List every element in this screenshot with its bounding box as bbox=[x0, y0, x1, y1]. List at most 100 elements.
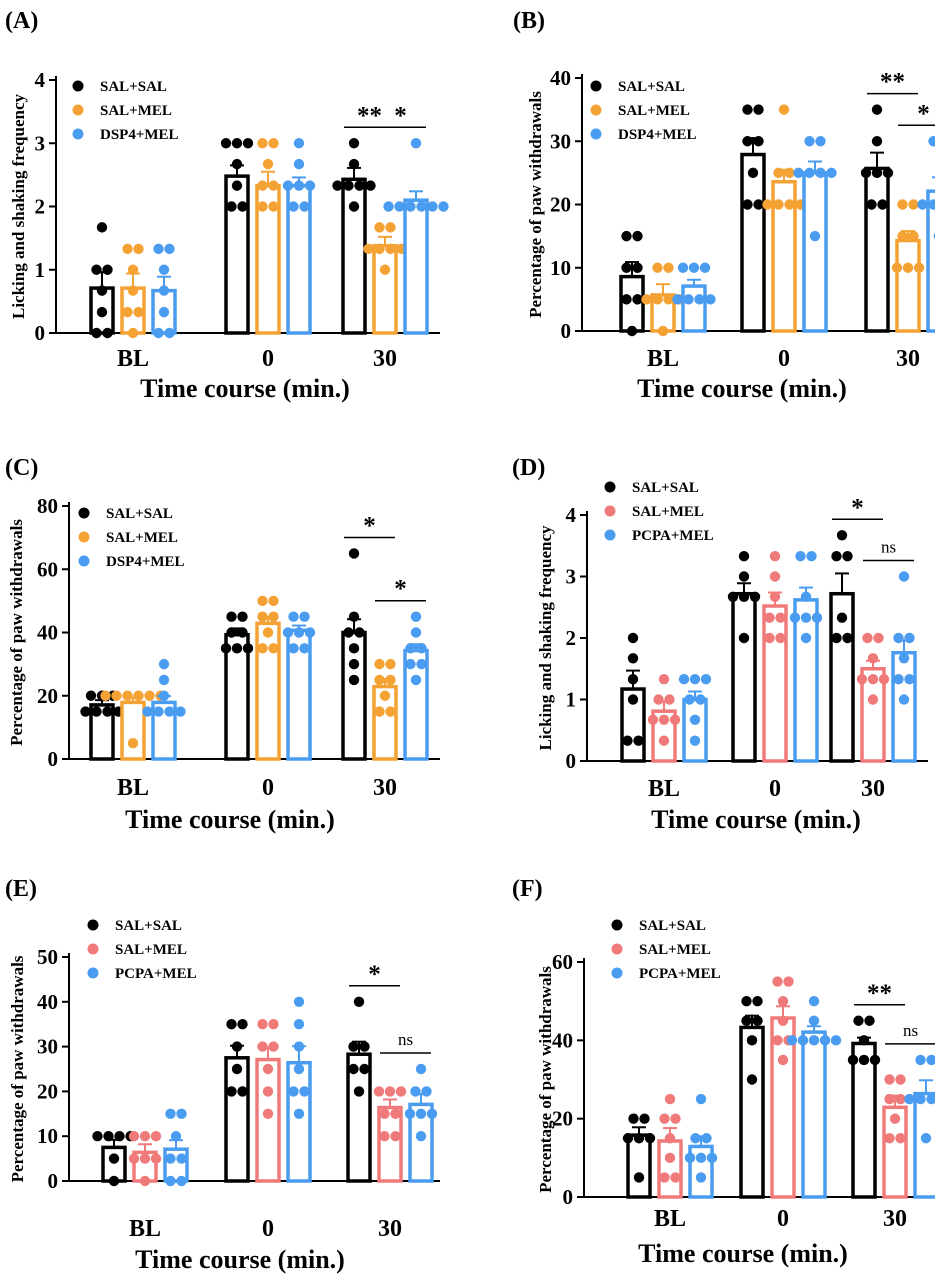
data-point bbox=[262, 627, 274, 638]
data-point bbox=[898, 653, 910, 664]
data-point bbox=[96, 222, 108, 233]
data-point bbox=[895, 1093, 906, 1105]
data-point bbox=[897, 199, 908, 210]
data-point bbox=[293, 996, 305, 1007]
data-point bbox=[777, 995, 789, 1007]
data-point bbox=[819, 1035, 831, 1046]
data-point bbox=[772, 976, 783, 987]
legend-marker bbox=[87, 943, 99, 955]
data-point bbox=[410, 674, 422, 686]
y-tick-label: 0 bbox=[561, 319, 572, 343]
data-point bbox=[282, 180, 294, 191]
y-tick-label: 4 bbox=[566, 503, 577, 527]
data-point bbox=[742, 199, 753, 210]
data-point bbox=[871, 136, 883, 147]
data-point bbox=[421, 1086, 432, 1097]
bar bbox=[913, 1091, 935, 1199]
data-point bbox=[695, 1152, 707, 1164]
data-point bbox=[257, 138, 268, 149]
legend-marker bbox=[604, 505, 616, 517]
data-point bbox=[701, 1133, 712, 1144]
data-point bbox=[96, 306, 108, 318]
data-point bbox=[882, 167, 894, 179]
data-point bbox=[652, 294, 663, 305]
data-point bbox=[777, 1054, 789, 1066]
x-category-label: 30 bbox=[378, 1216, 402, 1242]
data-point bbox=[299, 643, 310, 654]
data-point bbox=[410, 1086, 421, 1097]
data-point bbox=[374, 674, 385, 686]
x-axis-title: Time course (min.) bbox=[135, 1245, 345, 1274]
legend-marker bbox=[590, 80, 602, 92]
y-axis-title: Percentage of paw withdrawals bbox=[526, 91, 545, 318]
data-point bbox=[800, 632, 812, 644]
legend-marker bbox=[72, 104, 84, 116]
data-point bbox=[806, 551, 817, 562]
data-point bbox=[242, 138, 254, 149]
y-tick-label: 10 bbox=[37, 1124, 58, 1148]
data-point bbox=[122, 306, 133, 318]
bar bbox=[891, 651, 917, 763]
significance-label: * bbox=[368, 961, 381, 988]
data-point bbox=[915, 1054, 926, 1066]
data-point bbox=[405, 658, 416, 670]
data-point bbox=[379, 264, 391, 275]
legend-label: SAL+MEL bbox=[106, 530, 178, 546]
data-point bbox=[644, 1133, 656, 1144]
data-point bbox=[139, 1131, 151, 1142]
data-point bbox=[632, 294, 643, 305]
data-point bbox=[753, 199, 764, 210]
data-point bbox=[769, 571, 781, 582]
panel-label: (D) bbox=[512, 455, 545, 481]
legend-label: SAL+MEL bbox=[639, 942, 711, 958]
data-point bbox=[626, 325, 638, 337]
data-point bbox=[700, 674, 712, 685]
data-point bbox=[220, 643, 232, 654]
data-point bbox=[348, 674, 360, 686]
data-point bbox=[786, 1035, 798, 1046]
data-point bbox=[427, 201, 438, 212]
data-point bbox=[122, 243, 133, 255]
x-category-label: 0 bbox=[777, 1206, 789, 1232]
data-point bbox=[354, 180, 365, 191]
bar bbox=[255, 1057, 281, 1183]
data-point bbox=[752, 995, 763, 1007]
legend-label: SAL+SAL bbox=[632, 480, 699, 496]
data-point bbox=[867, 674, 879, 685]
data-point bbox=[365, 180, 376, 191]
panel-e: (E) 0 10 20 30 40 50 Percentage of paw withdraw… bbox=[5, 876, 440, 1274]
panel-label: (E) bbox=[5, 876, 37, 902]
data-point bbox=[669, 714, 681, 725]
data-point bbox=[395, 1086, 407, 1097]
data-point bbox=[641, 294, 652, 305]
data-point bbox=[415, 1131, 427, 1142]
data-point bbox=[684, 1152, 696, 1164]
significance-label: * bbox=[394, 576, 407, 603]
data-point bbox=[268, 643, 279, 654]
data-point bbox=[897, 230, 908, 242]
data-point bbox=[102, 327, 113, 339]
bar bbox=[286, 1060, 312, 1183]
data-point bbox=[299, 201, 310, 212]
y-tick-label: 60 bbox=[37, 557, 58, 581]
data-point bbox=[348, 138, 360, 149]
data-point bbox=[150, 1153, 162, 1164]
data-point bbox=[622, 1133, 634, 1144]
data-point bbox=[231, 158, 243, 170]
data-point bbox=[343, 627, 354, 638]
data-point bbox=[830, 1035, 842, 1046]
data-point bbox=[908, 199, 919, 210]
y-axis-title: Percentage of paw withdrawals bbox=[7, 519, 26, 746]
data-point bbox=[384, 1086, 396, 1097]
legend-marker bbox=[611, 919, 623, 931]
data-point bbox=[164, 706, 175, 717]
data-point bbox=[175, 706, 186, 717]
data-point bbox=[884, 1093, 895, 1105]
data-point bbox=[257, 1041, 268, 1052]
bar bbox=[224, 174, 250, 335]
data-point bbox=[784, 199, 795, 210]
data-point bbox=[111, 690, 122, 701]
legend-marker bbox=[611, 943, 623, 955]
data-point bbox=[878, 674, 890, 685]
data-point bbox=[262, 1086, 274, 1097]
